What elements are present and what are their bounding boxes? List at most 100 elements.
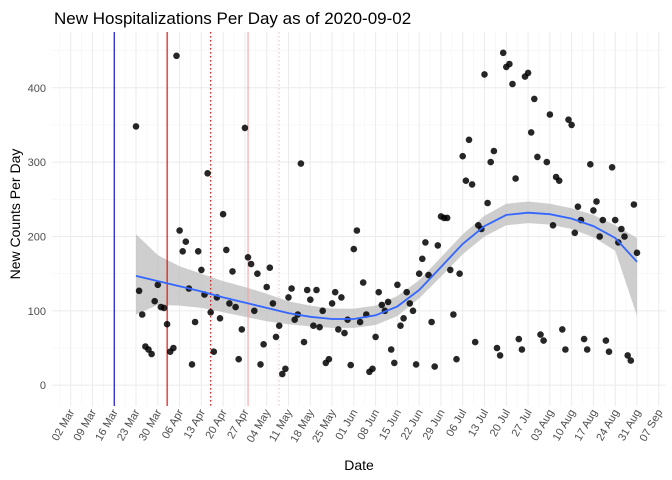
data-point	[596, 233, 603, 240]
data-point	[151, 297, 158, 305]
data-point	[580, 335, 588, 343]
data-point	[173, 52, 180, 60]
data-point	[182, 238, 190, 245]
y-tick-label: 0	[40, 380, 46, 392]
data-point	[568, 121, 575, 129]
data-point	[540, 337, 547, 344]
data-point	[310, 322, 317, 330]
data-point	[419, 255, 426, 263]
data-point	[316, 323, 323, 331]
data-point	[587, 161, 594, 168]
data-point	[434, 242, 442, 249]
data-point	[356, 318, 364, 326]
data-point	[590, 207, 597, 214]
data-point	[574, 203, 582, 210]
data-point	[325, 355, 333, 363]
smooth-line	[135, 211, 638, 320]
data-point	[313, 286, 320, 294]
data-point	[288, 285, 295, 292]
data-point	[266, 264, 274, 272]
data-point	[633, 249, 641, 257]
data-point	[412, 361, 420, 368]
x-tick-label: 13 Jul	[466, 408, 491, 439]
data-point	[453, 355, 460, 363]
reference-lines	[113, 32, 280, 406]
data-point	[565, 116, 572, 123]
grid	[52, 32, 665, 406]
x-axis-title: Date	[344, 457, 374, 473]
data-point	[602, 337, 610, 344]
y-tick-label: 200	[28, 231, 46, 243]
data-point	[216, 315, 224, 322]
data-point	[279, 370, 286, 378]
data-point	[422, 239, 429, 246]
data-point	[428, 318, 435, 326]
data-point	[307, 296, 314, 304]
data-point	[375, 288, 383, 296]
data-point	[210, 348, 218, 356]
data-point	[138, 311, 146, 318]
data-point	[369, 365, 376, 373]
data-point	[350, 245, 358, 253]
data-point	[534, 153, 541, 161]
data-point	[275, 322, 283, 330]
data-point	[524, 69, 532, 77]
data-point	[630, 201, 638, 208]
data-point	[391, 359, 398, 367]
data-point	[223, 246, 230, 254]
data-point	[285, 294, 292, 301]
data-point	[204, 170, 211, 177]
data-point	[338, 294, 345, 301]
data-point	[499, 49, 507, 57]
data-point	[397, 322, 404, 330]
y-axis-title: New Counts Per Day	[7, 149, 23, 280]
smooth-curve	[135, 211, 638, 320]
data-point	[272, 333, 280, 341]
data-point	[238, 326, 246, 333]
data-point	[611, 216, 619, 224]
data-point	[297, 160, 305, 167]
data-point	[471, 338, 479, 346]
data-point	[447, 266, 454, 274]
data-point	[353, 227, 361, 234]
data-point	[188, 361, 196, 368]
data-point	[462, 177, 470, 184]
data-point	[518, 346, 526, 353]
data-point	[198, 266, 205, 274]
data-point	[450, 311, 457, 318]
data-point	[160, 304, 168, 312]
data-point	[431, 363, 439, 370]
data-point	[562, 346, 569, 353]
y-tick-label: 400	[28, 83, 46, 95]
data-point	[269, 300, 277, 307]
data-point	[300, 338, 308, 346]
x-tick-label: 06 Jul	[444, 408, 469, 439]
data-point	[260, 341, 267, 348]
data-point	[235, 355, 242, 363]
data-point	[627, 357, 635, 364]
data-point	[583, 346, 591, 353]
data-point	[341, 329, 348, 337]
x-tick-label: 20 Jul	[488, 408, 513, 439]
data-point	[543, 158, 551, 166]
data-point	[335, 326, 342, 333]
data-point	[257, 361, 264, 368]
data-point	[415, 270, 423, 278]
data-point	[247, 260, 255, 268]
data-point	[608, 164, 616, 171]
data-point	[624, 352, 631, 359]
data-point	[226, 300, 233, 307]
data-point	[465, 136, 473, 144]
data-point	[443, 214, 451, 222]
data-point	[506, 60, 513, 68]
data-point	[425, 271, 432, 279]
x-tick-label: 29 Jun	[421, 408, 448, 443]
data-point	[512, 175, 519, 182]
data-point	[219, 210, 227, 218]
data-point	[263, 283, 271, 291]
data-point	[163, 320, 171, 328]
data-point	[328, 300, 336, 307]
data-point	[372, 333, 379, 341]
data-point	[154, 281, 162, 289]
